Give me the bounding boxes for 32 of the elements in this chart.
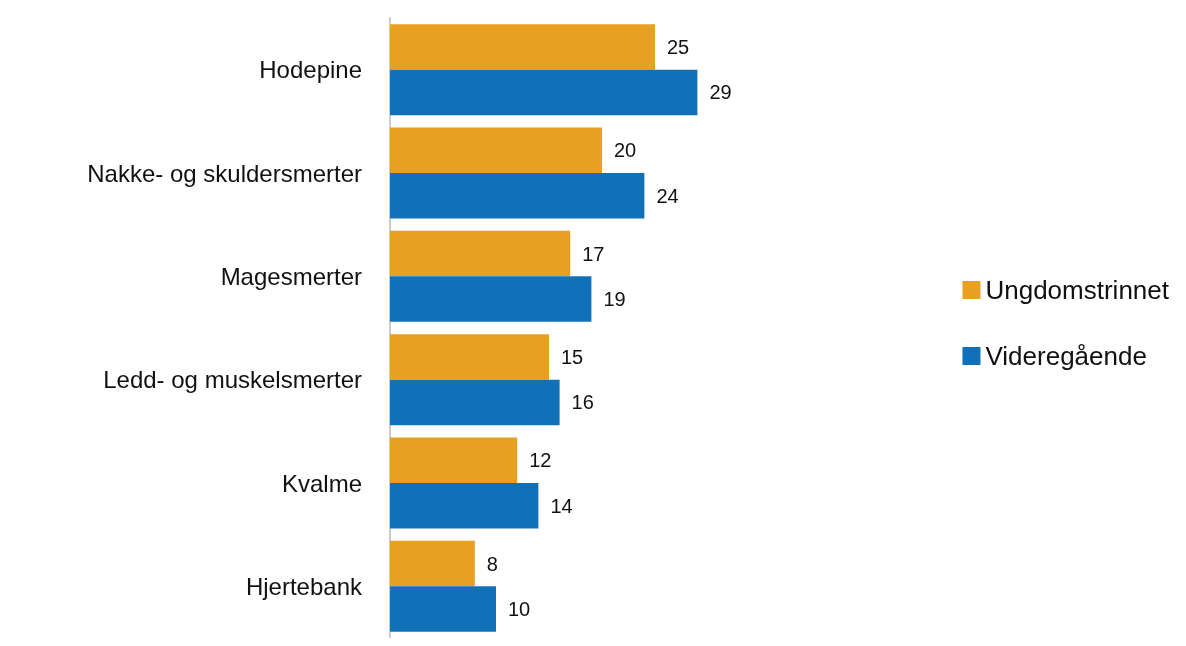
y-tick-label: Magesmerter xyxy=(220,262,363,290)
bar xyxy=(390,230,571,277)
data-label: 24 xyxy=(656,184,679,207)
y-tick-label: Ledd- og muskelsmerter xyxy=(103,366,362,394)
legend-label: Videregående xyxy=(985,341,1147,371)
legend-label: Ungdomstrinnet xyxy=(985,275,1170,305)
bar xyxy=(390,69,698,116)
y-tick-label: Hjertebank xyxy=(245,572,363,600)
bar xyxy=(390,540,475,587)
bar xyxy=(390,24,655,70)
bar xyxy=(390,334,549,380)
y-tick-label: Nakke- og skuldersmerter xyxy=(87,159,362,187)
data-label: 8 xyxy=(486,552,498,575)
bar xyxy=(390,586,496,632)
data-label: 16 xyxy=(571,391,594,414)
bar xyxy=(390,127,602,173)
bar xyxy=(390,173,645,219)
bar xyxy=(390,379,560,426)
data-label: 14 xyxy=(550,494,573,517)
data-label: 15 xyxy=(561,345,584,368)
data-label: 25 xyxy=(667,35,690,58)
data-label: 20 xyxy=(614,139,637,162)
data-label: 10 xyxy=(508,598,531,621)
bar xyxy=(390,437,518,483)
y-tick-label: Kvalme xyxy=(281,469,362,497)
bar xyxy=(390,276,592,322)
bar xyxy=(390,483,539,529)
y-tick-label: Hodepine xyxy=(259,56,362,84)
data-label: 29 xyxy=(709,81,732,104)
data-label: 12 xyxy=(529,449,552,472)
data-label: 19 xyxy=(603,288,626,311)
data-label: 17 xyxy=(582,242,605,265)
